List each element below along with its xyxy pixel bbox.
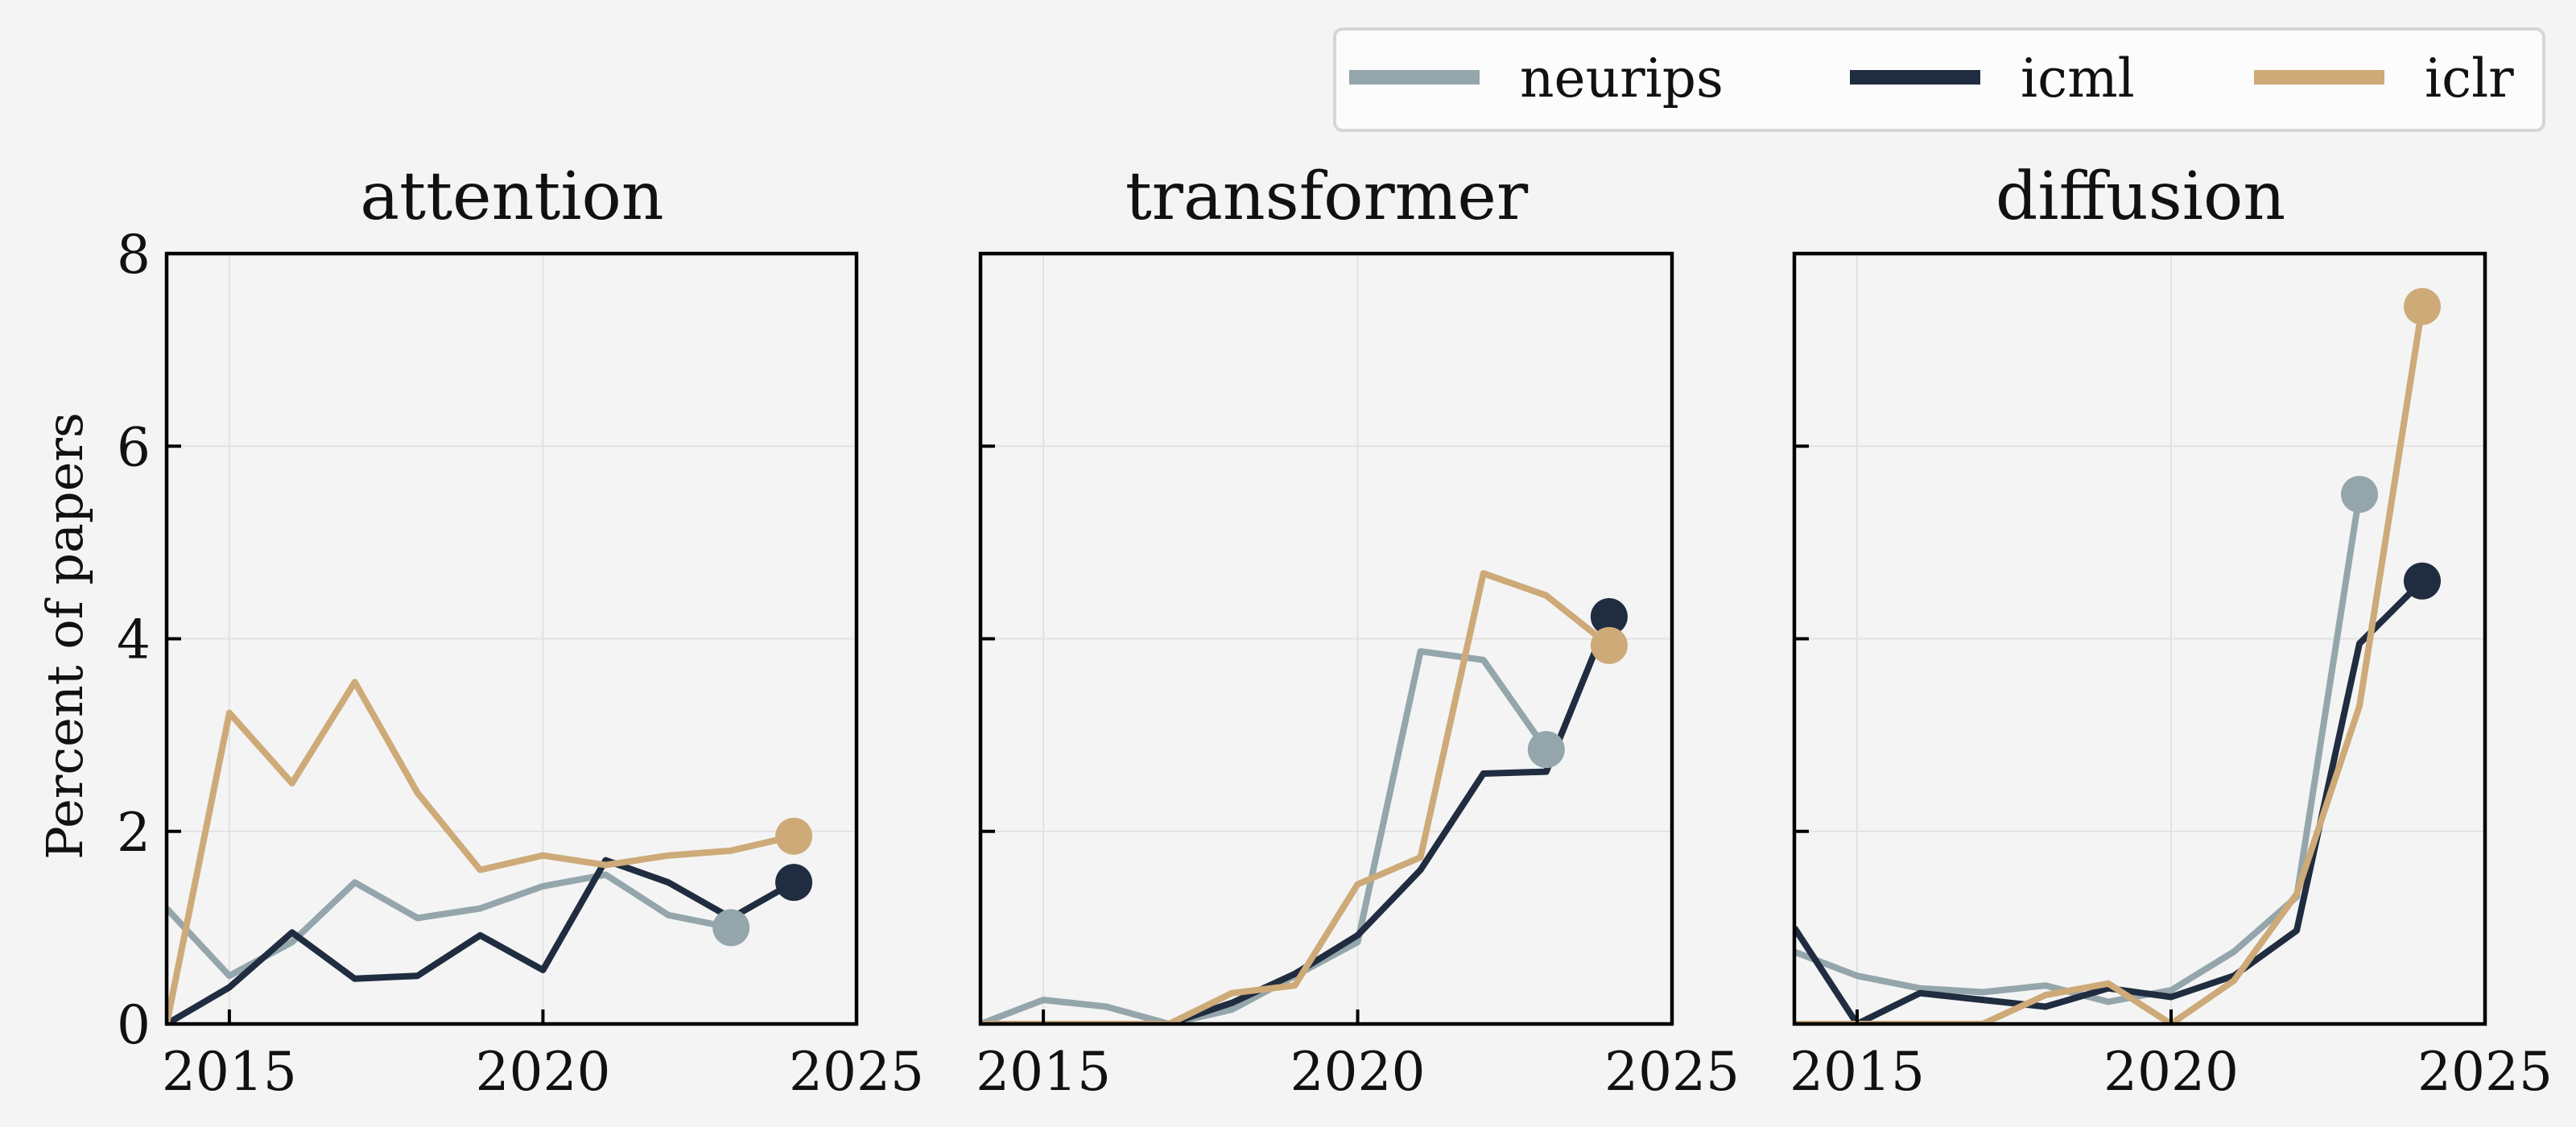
panel-attention: 2015 2020 2025 0 2 4 6 8 bbox=[117, 224, 924, 1103]
end-marker-icml bbox=[775, 864, 813, 902]
series-lines bbox=[980, 570, 1612, 1024]
panel-title-transformer: transformer bbox=[1125, 159, 1529, 235]
x-tick-label: 2015 bbox=[976, 1041, 1111, 1103]
x-tick-label: 2020 bbox=[1290, 1041, 1426, 1103]
end-marker-iclr bbox=[1590, 626, 1628, 664]
legend-label-icml: icml bbox=[2021, 47, 2135, 109]
legend-label-iclr: iclr bbox=[2425, 47, 2514, 109]
x-tick-label: 2020 bbox=[475, 1041, 610, 1103]
y-tick-label: 0 bbox=[117, 994, 151, 1056]
panel-title-diffusion: diffusion bbox=[1996, 159, 2285, 235]
series-line-icml bbox=[980, 615, 1612, 1024]
x-tick-label: 2025 bbox=[789, 1041, 924, 1103]
x-tick-label: 2015 bbox=[1790, 1041, 1925, 1103]
x-tick-label: 2015 bbox=[162, 1041, 297, 1103]
y-tick-label: 2 bbox=[117, 802, 151, 864]
end-marker-neurips bbox=[2341, 476, 2378, 514]
series-line-iclr bbox=[167, 679, 795, 1024]
plot-layer: 2015 2020 2025 0 2 4 6 8 2015 2020 2025 2015 2020 202… bbox=[117, 224, 2553, 1103]
series-line-neurips bbox=[980, 648, 1550, 1024]
series-line-iclr bbox=[980, 570, 1612, 1024]
series-lines bbox=[1794, 306, 2425, 1024]
end-marker-neurips bbox=[712, 909, 750, 947]
series-line-neurips bbox=[1794, 493, 2363, 1005]
end-marker-iclr bbox=[2404, 287, 2441, 325]
series-line-iclr bbox=[1794, 306, 2425, 1024]
legend-label-neurips: neurips bbox=[1520, 47, 1724, 109]
y-tick-label: 6 bbox=[117, 416, 151, 478]
y-tick-label: 8 bbox=[117, 224, 151, 286]
panel-transformer: 2015 2020 2025 bbox=[976, 251, 1740, 1103]
panel-diffusion: 2015 2020 2025 bbox=[1790, 251, 2553, 1103]
x-tick-label: 2025 bbox=[1604, 1041, 1740, 1103]
series-line-icml bbox=[167, 857, 796, 1024]
x-tick-label: 2025 bbox=[2417, 1041, 2553, 1103]
end-marker-icml bbox=[2404, 562, 2441, 600]
end-marker-icml bbox=[1590, 597, 1628, 635]
legend: neurips icml iclr bbox=[1333, 27, 2545, 132]
y-tick-label: 4 bbox=[117, 609, 151, 671]
series-lines bbox=[167, 679, 796, 1024]
end-marker-iclr bbox=[775, 817, 813, 855]
end-marker-neurips bbox=[1527, 731, 1565, 769]
y-axis-label: Percent of papers bbox=[35, 412, 94, 860]
panel-title-attention: attention bbox=[360, 159, 664, 235]
x-tick-label: 2020 bbox=[2103, 1041, 2239, 1103]
